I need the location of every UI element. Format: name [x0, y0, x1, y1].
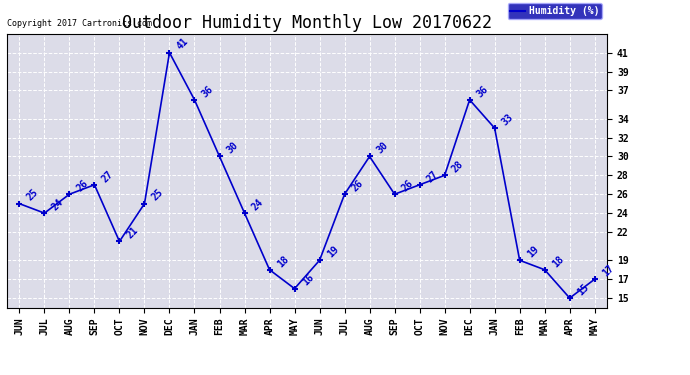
Text: 25: 25	[25, 188, 40, 203]
Text: 28: 28	[450, 159, 466, 175]
Text: 26: 26	[75, 178, 90, 194]
Text: 24: 24	[250, 197, 266, 212]
Text: 15: 15	[575, 282, 591, 297]
Text: Copyright 2017 Cartronics.com: Copyright 2017 Cartronics.com	[7, 19, 152, 28]
Text: 41: 41	[175, 36, 190, 52]
Text: 36: 36	[200, 84, 215, 99]
Text: 17: 17	[600, 263, 615, 278]
Text: 30: 30	[375, 140, 391, 156]
Text: 25: 25	[150, 188, 166, 203]
Text: 19: 19	[525, 244, 540, 260]
Text: 26: 26	[350, 178, 366, 194]
Text: 18: 18	[275, 254, 290, 269]
Text: 36: 36	[475, 84, 491, 99]
Text: 33: 33	[500, 112, 515, 128]
Title: Outdoor Humidity Monthly Low 20170622: Outdoor Humidity Monthly Low 20170622	[122, 14, 492, 32]
Text: 21: 21	[125, 225, 140, 241]
Text: 16: 16	[300, 273, 315, 288]
Legend: Humidity (%): Humidity (%)	[508, 3, 602, 19]
Text: 26: 26	[400, 178, 415, 194]
Text: 24: 24	[50, 197, 66, 212]
Text: 30: 30	[225, 140, 240, 156]
Text: 27: 27	[425, 169, 440, 184]
Text: 19: 19	[325, 244, 340, 260]
Text: 18: 18	[550, 254, 566, 269]
Text: 27: 27	[100, 169, 115, 184]
